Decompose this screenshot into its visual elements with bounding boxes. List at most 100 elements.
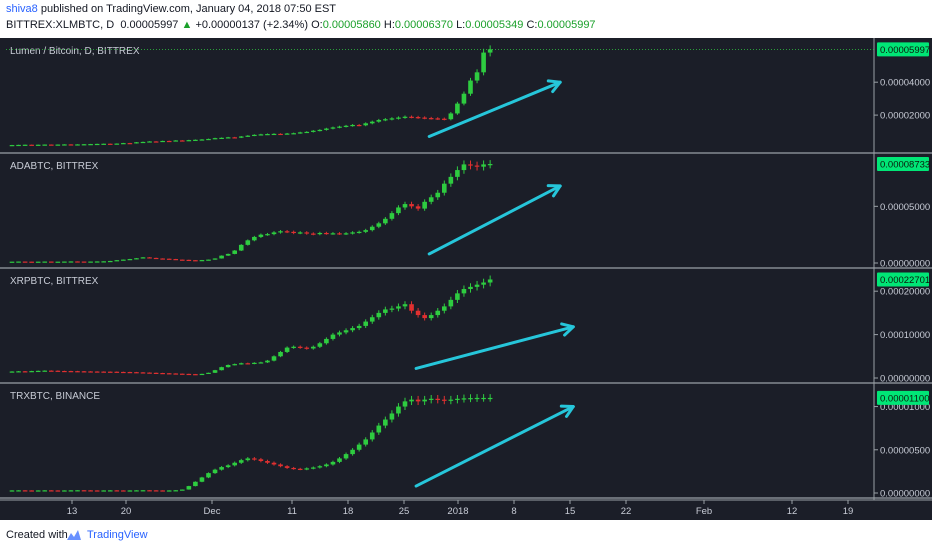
pane-1: Lumen / Bitcoin, D, BITTREX 0.00004000 0.0…: [0, 42, 932, 154]
x-tick-label: 12: [787, 506, 798, 517]
candle-body: [455, 398, 460, 400]
candle-body: [193, 374, 198, 376]
pane-title: TRXBTC, BINANCE: [10, 391, 100, 402]
candle-body: [127, 259, 133, 261]
symbol-text: BITTREX:XLMBTC, D: [6, 19, 115, 31]
candle-body: [422, 201, 427, 209]
candle-body: [68, 371, 74, 373]
candle-body: [448, 299, 454, 307]
candle-body: [442, 399, 447, 401]
chart-area[interactable]: Lumen / Bitcoin, D, BITTREX 0.00004000 0.0…: [0, 38, 932, 520]
y-tick-label: 0.00004000: [880, 78, 930, 89]
author-link[interactable]: shiva8: [6, 3, 38, 15]
candle-body: [389, 213, 395, 219]
candle-body: [402, 401, 408, 407]
candle-body: [232, 137, 237, 139]
candle-body: [173, 490, 179, 492]
candle-body: [252, 362, 257, 365]
candle-body: [199, 260, 205, 262]
candle-body: [22, 490, 28, 492]
candle-body: [35, 261, 41, 263]
candle-body: [94, 261, 100, 263]
pane-title: XRPBTC, BITTREX: [10, 276, 99, 287]
candle-body: [461, 93, 467, 104]
candle-body: [75, 371, 80, 373]
candle-body: [330, 334, 336, 339]
candle-body: [81, 490, 87, 492]
candle-body: [238, 244, 244, 251]
y-tick-label: 0.00010000: [880, 330, 930, 341]
candle-body: [324, 128, 329, 130]
candle-body: [49, 370, 54, 372]
candle-body: [428, 118, 434, 120]
candle-body: [107, 143, 113, 145]
candle-body: [409, 204, 414, 207]
candle-body: [343, 125, 349, 127]
candle-body: [180, 373, 185, 375]
candle-body: [88, 371, 93, 373]
candle-body: [356, 231, 362, 234]
x-tick-label: 2018: [447, 506, 468, 517]
candle-body: [468, 80, 473, 94]
candle-body: [219, 255, 224, 259]
candle-body: [356, 124, 362, 127]
last-price-badge: [877, 42, 929, 57]
candle-body: [343, 330, 349, 333]
candle-body: [258, 134, 264, 136]
tradingview-link[interactable]: TradingView: [87, 529, 148, 541]
candle-body: [284, 347, 290, 352]
candle-body: [317, 232, 323, 235]
candle-body: [9, 371, 15, 373]
candle-body: [428, 197, 434, 202]
y-tick-label: 0.00000000: [880, 259, 930, 270]
candle-body: [448, 113, 454, 120]
candle-body: [107, 260, 113, 263]
candle-body: [68, 144, 74, 146]
candle-body: [363, 230, 368, 232]
candle-body: [422, 315, 427, 319]
candle-body: [474, 284, 480, 287]
candle-body: [252, 134, 257, 137]
candle-body: [455, 103, 460, 114]
candle-body: [304, 131, 310, 134]
candle-body: [396, 406, 401, 414]
low-value: 0.00005349: [465, 19, 524, 31]
candle-body: [422, 117, 427, 119]
candle-body: [369, 317, 375, 322]
candle-body: [455, 170, 460, 177]
publish-line: shiva8 published on TradingView.com, Jan…: [6, 3, 336, 15]
candle-body: [29, 261, 34, 263]
candle-body: [481, 52, 486, 73]
candle-body: [88, 144, 93, 146]
candle-body: [428, 315, 434, 319]
candle-body: [160, 258, 165, 260]
candle-body: [487, 164, 493, 166]
candle-body: [304, 232, 310, 234]
chart-svg[interactable]: Lumen / Bitcoin, D, BITTREX 0.00004000 0.0…: [0, 38, 932, 520]
candle-body: [442, 118, 447, 120]
published-text: published on TradingView.com, January 04…: [37, 3, 337, 15]
candle-body: [166, 140, 172, 143]
candle-body: [337, 332, 342, 335]
candle-body: [212, 370, 218, 373]
candle-body: [435, 192, 441, 198]
candle-body: [311, 233, 316, 235]
candle-body: [55, 144, 61, 146]
candle-body: [127, 143, 133, 145]
candle-body: [160, 140, 165, 143]
candle-body: [487, 397, 493, 400]
candle-body: [180, 259, 185, 261]
candle-body: [415, 117, 421, 119]
candle-body: [317, 343, 323, 347]
last-price-badge-label: 0.00008733: [880, 160, 930, 171]
x-tick-label: 18: [343, 506, 354, 517]
candle-body: [383, 218, 388, 224]
candle-body: [409, 399, 414, 402]
x-tick-label: 25: [399, 506, 410, 517]
candle-body: [297, 468, 303, 470]
candle-body: [186, 140, 192, 142]
candle-body: [337, 233, 342, 235]
candle-body: [153, 372, 159, 374]
candle-body: [9, 145, 15, 147]
candle-body: [245, 240, 251, 245]
